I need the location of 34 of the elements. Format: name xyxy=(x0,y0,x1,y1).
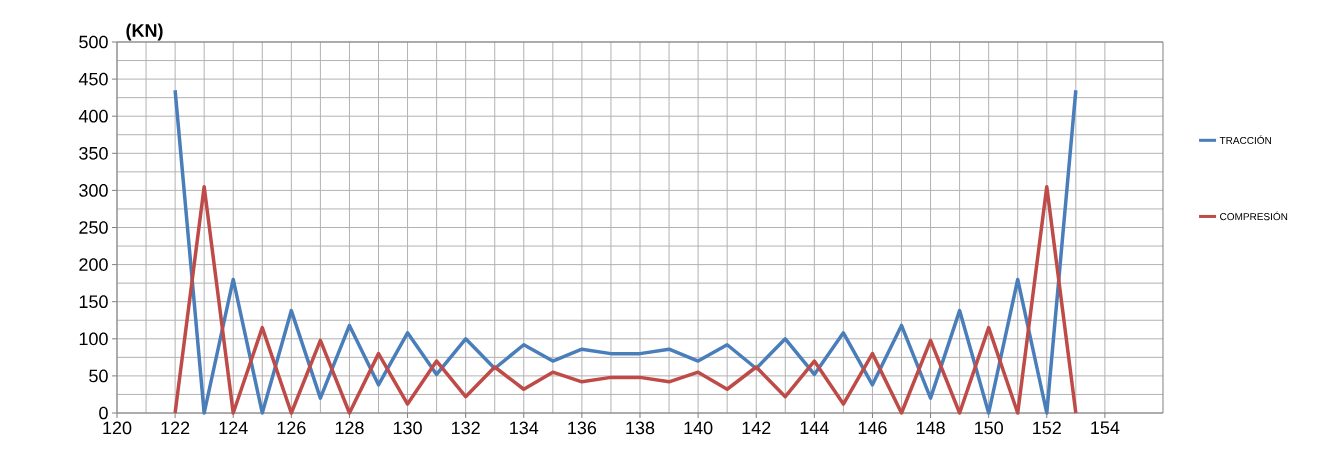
x-tick-label: 132 xyxy=(452,421,480,435)
y-tick-label: 300 xyxy=(79,184,108,197)
x-tick-label: 152 xyxy=(1033,421,1061,435)
x-tick-label: 150 xyxy=(975,421,1003,435)
y-axis-title: (KN) xyxy=(126,23,163,41)
x-tick-label: 128 xyxy=(335,421,364,435)
y-tick-label: 400 xyxy=(78,109,108,123)
line-series xyxy=(173,184,1078,415)
x-tick-label: 126 xyxy=(277,421,306,435)
y-tick-label: 100 xyxy=(79,332,108,346)
x-tick-label: 142 xyxy=(742,421,771,435)
x-tick-label: 124 xyxy=(219,421,248,435)
y-tick-label: 450 xyxy=(78,72,108,86)
y-tick-label: 50 xyxy=(89,369,108,383)
x-tick-label: 144 xyxy=(800,421,829,434)
x-tick-label: 122 xyxy=(161,421,190,435)
legend-label: COMPRESIÓN xyxy=(1220,211,1288,221)
y-tick-label: 150 xyxy=(79,295,108,309)
x-tick-label: 146 xyxy=(858,421,887,435)
x-tick-label: 120 xyxy=(103,421,132,435)
x-tick-label: 148 xyxy=(916,421,945,435)
y-tick-label: 250 xyxy=(79,221,108,234)
x-tick-label: 136 xyxy=(568,421,597,435)
x-tick-label: 130 xyxy=(393,421,422,435)
x-tick-label: 140 xyxy=(684,421,713,435)
y-tick-label: 500 xyxy=(79,35,108,49)
x-tick-label: 134 xyxy=(510,421,539,435)
legend-label: TRACCIÓN xyxy=(1219,135,1271,144)
x-tick-label: 138 xyxy=(626,421,655,435)
y-tick-label: 0 xyxy=(99,406,108,420)
x-tick-label: 154 xyxy=(1091,421,1120,435)
y-tick-label: 200 xyxy=(79,258,108,271)
y-tick-label: 350 xyxy=(79,146,108,160)
line-series xyxy=(173,88,1078,415)
